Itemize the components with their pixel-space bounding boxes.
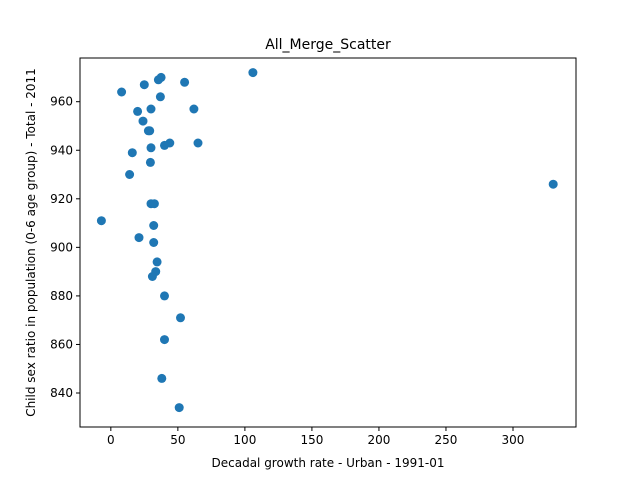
scatter-point-32 xyxy=(160,335,169,345)
scatter-point-4 xyxy=(139,80,149,90)
y-tick-label-1: 860 xyxy=(50,337,73,351)
scatter-point-18 xyxy=(145,157,155,167)
y-axis-label: Child sex ratio in population (0-6 age g… xyxy=(24,68,38,417)
y-tick-label-4: 920 xyxy=(50,192,73,206)
ticks-layer: 0 50 100 150 200 250 300 840 860 880 900 920 940 960 xyxy=(50,95,524,447)
scatter-point-27 xyxy=(152,257,162,267)
x-tick-label-4: 200 xyxy=(367,433,390,447)
scatter-point-29 xyxy=(147,272,157,281)
x-tick-label-1: 50 xyxy=(170,433,185,447)
scatter-point-30 xyxy=(160,291,169,301)
chart-title: All_Merge_Scatter xyxy=(265,37,391,53)
plot-frame xyxy=(79,57,577,428)
scatter-point-9 xyxy=(133,106,143,116)
scatter-point-6 xyxy=(155,92,165,102)
scatter-point-23 xyxy=(96,216,106,226)
y-tick-label-6: 960 xyxy=(50,95,73,109)
scatter-point-0 xyxy=(248,68,258,78)
scatter-point-15 xyxy=(160,140,169,150)
scatter-point-34 xyxy=(174,403,184,413)
y-tick-label-5: 940 xyxy=(50,143,73,157)
scatter-point-8 xyxy=(189,104,199,114)
scatter-point-7 xyxy=(146,104,156,114)
scatter-point-5 xyxy=(117,87,127,97)
scatter-point-3 xyxy=(180,77,190,87)
x-tick-label-6: 300 xyxy=(502,433,525,447)
scatter-point-13 xyxy=(193,138,203,148)
scatter-point-20 xyxy=(548,179,558,189)
scatter-point-17 xyxy=(127,148,137,158)
x-tick-label-5: 250 xyxy=(435,433,458,447)
y-tick-label-0: 840 xyxy=(50,386,73,400)
y-tick-label-3: 900 xyxy=(50,240,73,254)
scatter-point-26 xyxy=(149,238,159,247)
scatter-point-10 xyxy=(138,116,148,126)
scatter-point-19 xyxy=(125,170,135,179)
scatter-point-24 xyxy=(149,221,159,230)
scatter-point-33 xyxy=(157,373,167,383)
scatter-point-31 xyxy=(176,313,185,323)
scatter-point-22 xyxy=(149,199,159,209)
y-tick-label-2: 880 xyxy=(50,289,73,303)
scatter-point-25 xyxy=(134,233,144,243)
x-tick-label-3: 150 xyxy=(300,433,323,447)
scatter-point-12 xyxy=(143,126,153,136)
x-axis-label: Decadal growth rate - Urban - 1991-01 xyxy=(212,456,445,470)
scatter-point-16 xyxy=(146,143,156,153)
scatter-point-2 xyxy=(153,75,163,85)
x-tick-label-0: 0 xyxy=(107,433,115,447)
points-layer xyxy=(96,68,558,413)
x-tick-label-2: 100 xyxy=(233,433,256,447)
